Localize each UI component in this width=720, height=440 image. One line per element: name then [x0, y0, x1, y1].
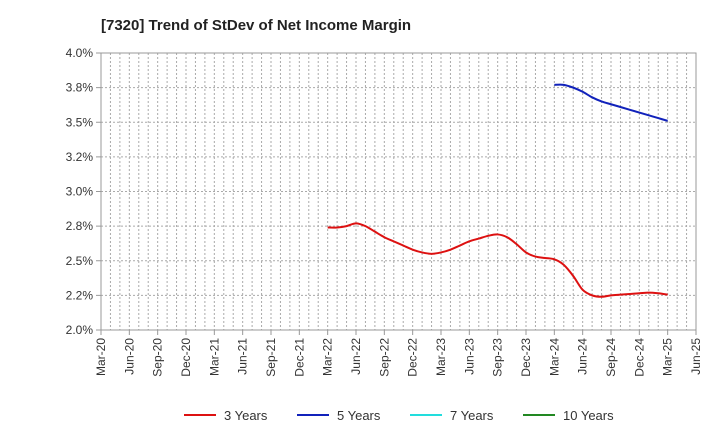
y-tick-label: 4.0%	[66, 46, 94, 60]
y-tick-label: 2.0%	[66, 323, 94, 337]
x-tick-label: Mar-20	[94, 338, 108, 376]
y-tick-label: 3.8%	[66, 81, 94, 95]
x-tick-label: Sep-23	[491, 338, 505, 377]
series-line-5-years	[554, 83, 668, 122]
legend: 3 Years 5 Years 7 Years 10 Years	[184, 408, 614, 423]
x-tick-label: Mar-22	[321, 338, 335, 376]
x-tick-label: Dec-20	[179, 338, 193, 377]
legend-label-7-years: 7 Years	[450, 408, 494, 423]
legend-label-3-years: 3 Years	[224, 408, 268, 423]
x-tick-label: Mar-21	[207, 338, 221, 376]
series-lines	[327, 83, 668, 298]
chart-title: [7320] Trend of StDev of Net Income Marg…	[101, 17, 411, 34]
legend-label-5-years: 5 Years	[337, 408, 381, 423]
x-tick-label: Dec-24	[632, 338, 646, 377]
x-tick-label: Jun-22	[349, 338, 363, 375]
x-tick-label: Jun-23	[462, 338, 476, 375]
series-line-3-years	[327, 222, 668, 298]
x-tick-label: Sep-24	[604, 338, 618, 377]
y-axis: 2.0% 2.2% 2.5% 2.8% 3.0% 3.2% 3.5% 3.8% 4.0%	[66, 46, 101, 337]
x-tick-label: Jun-21	[236, 338, 250, 375]
x-tick-label: Sep-20	[151, 338, 165, 377]
x-tick-label: Dec-22	[406, 338, 420, 377]
y-tick-label: 3.0%	[66, 185, 94, 199]
y-tick-label: 2.8%	[66, 219, 94, 233]
legend-label-10-years: 10 Years	[563, 408, 614, 423]
x-tick-label: Mar-25	[661, 338, 675, 376]
grid	[101, 53, 696, 330]
y-tick-label: 2.2%	[66, 288, 94, 302]
x-tick-label: Dec-23	[519, 338, 533, 377]
y-tick-label: 2.5%	[66, 254, 94, 268]
x-tick-label: Jun-20	[122, 338, 136, 375]
x-tick-label: Jun-25	[689, 338, 703, 375]
x-tick-label: Jun-24	[576, 338, 590, 375]
x-tick-label: Dec-21	[292, 338, 306, 377]
x-tick-label: Sep-22	[377, 338, 391, 377]
x-axis: Mar-20 Jun-20 Sep-20 Dec-20 Mar-21 Jun-21 Sep-…	[94, 330, 703, 377]
x-tick-label: Mar-23	[434, 338, 448, 376]
y-tick-label: 3.5%	[66, 115, 94, 129]
y-tick-label: 3.2%	[66, 150, 94, 164]
x-tick-label: Sep-21	[264, 338, 278, 377]
x-tick-label: Mar-24	[547, 338, 561, 376]
